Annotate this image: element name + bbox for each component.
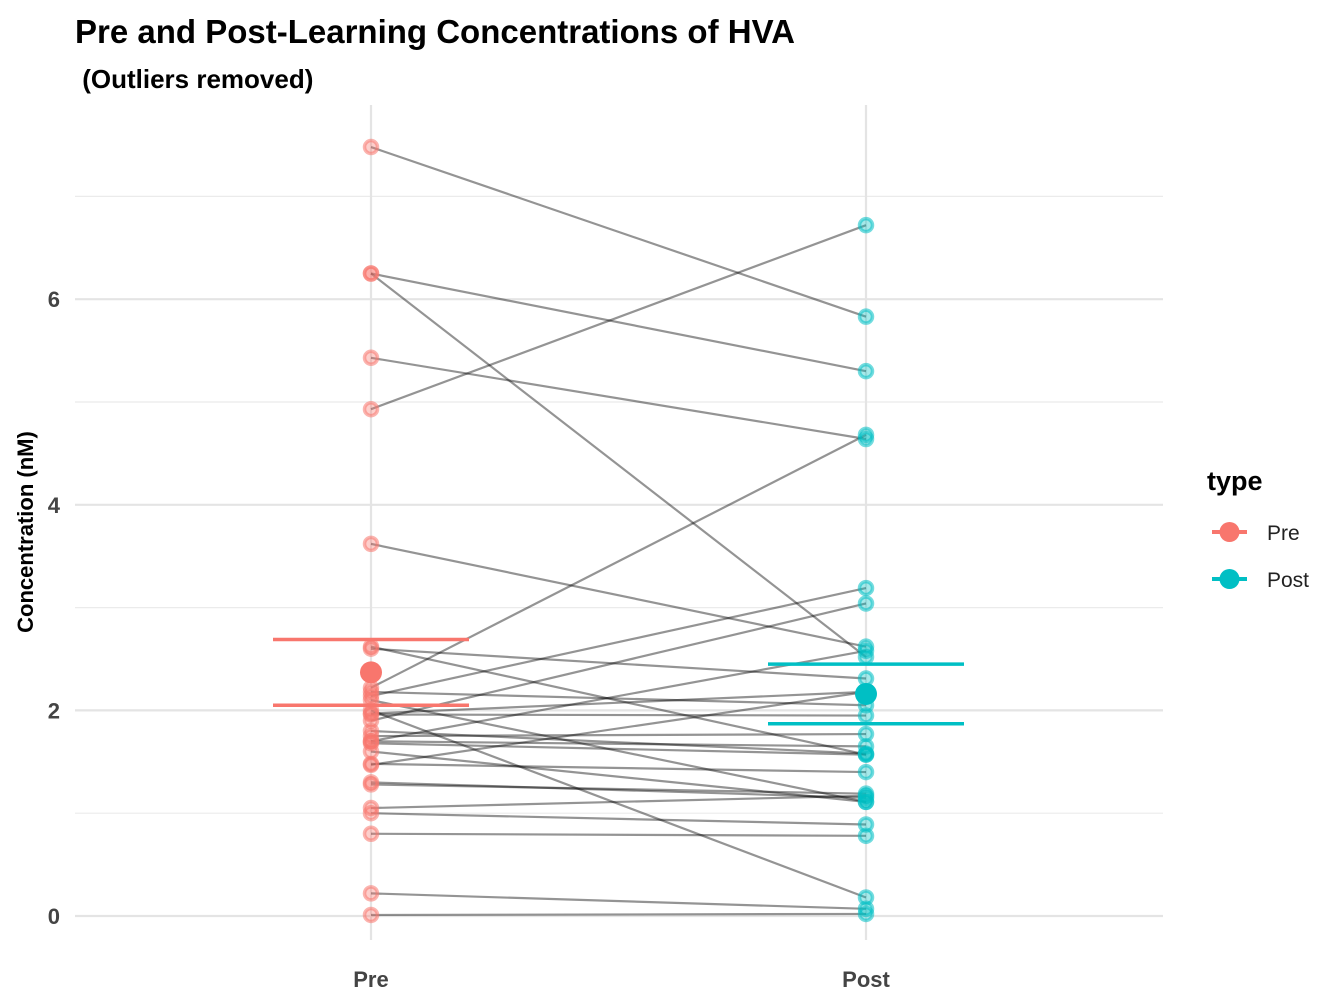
paired-line bbox=[370, 732, 867, 738]
paired-line bbox=[370, 781, 867, 799]
paired-line bbox=[370, 794, 867, 810]
pre-point bbox=[362, 400, 380, 418]
paired-line bbox=[370, 832, 867, 837]
pre-point bbox=[362, 756, 380, 774]
paired-line bbox=[370, 740, 867, 748]
paired-line bbox=[370, 690, 867, 766]
paired-line bbox=[370, 356, 867, 441]
paired-lines bbox=[370, 146, 867, 917]
post-point bbox=[857, 746, 875, 763]
post-point bbox=[857, 787, 875, 804]
post-point bbox=[857, 595, 875, 612]
post-point bbox=[857, 642, 875, 660]
mean-point bbox=[360, 661, 382, 684]
x-axis: Pre Post bbox=[353, 967, 890, 992]
paired-line bbox=[370, 783, 867, 795]
pre-point bbox=[362, 804, 380, 822]
data-points bbox=[362, 138, 875, 924]
pre-point bbox=[362, 638, 380, 655]
post-point bbox=[857, 426, 875, 444]
paired-line bbox=[370, 586, 867, 698]
paired-line bbox=[370, 699, 867, 803]
pre-point bbox=[362, 885, 380, 902]
paired-line bbox=[370, 272, 867, 658]
paired-line bbox=[370, 892, 867, 910]
post-point bbox=[857, 763, 875, 781]
y-tick-label: 0 bbox=[48, 904, 60, 929]
paired-line bbox=[370, 750, 867, 803]
paired-line bbox=[370, 742, 867, 756]
post-point bbox=[857, 579, 875, 597]
paired-line bbox=[370, 709, 867, 899]
grid bbox=[75, 105, 1163, 940]
pre-point bbox=[362, 776, 380, 793]
paired-line bbox=[370, 647, 867, 680]
chart-title: Pre and Post-Learning Concentrations of … bbox=[75, 13, 795, 50]
post-point bbox=[857, 827, 875, 845]
paired-line bbox=[370, 713, 867, 717]
paired-line bbox=[370, 812, 867, 826]
paired-line bbox=[370, 690, 867, 715]
legend: type Pre Post bbox=[1207, 466, 1309, 592]
legend-key-dot bbox=[1219, 522, 1240, 542]
post-point bbox=[857, 362, 875, 380]
chart-subtitle: (Outliers removed) bbox=[75, 64, 313, 94]
mean-point bbox=[855, 682, 877, 705]
paired-line bbox=[370, 729, 867, 755]
x-tick-label: Pre bbox=[353, 967, 388, 992]
legend-key-dot bbox=[1219, 569, 1240, 589]
post-point bbox=[857, 216, 875, 234]
paired-line bbox=[370, 433, 867, 689]
pre-point bbox=[362, 349, 380, 367]
legend-title: type bbox=[1207, 466, 1263, 496]
paired-line bbox=[370, 912, 867, 917]
pre-point bbox=[362, 265, 380, 282]
y-tick-label: 2 bbox=[48, 698, 60, 723]
y-tick-label: 4 bbox=[48, 493, 61, 518]
x-tick-label: Post bbox=[842, 967, 890, 992]
y-tick-label: 6 bbox=[48, 287, 60, 312]
post-point bbox=[857, 707, 875, 724]
pre-point bbox=[362, 138, 380, 156]
paired-line bbox=[370, 272, 867, 373]
paired-line bbox=[370, 645, 867, 756]
y-axis: 0 2 4 6 bbox=[48, 287, 61, 929]
summary-markers bbox=[273, 637, 964, 726]
pre-point bbox=[362, 825, 380, 843]
legend-label: Pre bbox=[1267, 522, 1300, 545]
legend-label: Post bbox=[1267, 569, 1309, 592]
paired-line bbox=[370, 602, 867, 722]
y-axis-label: Concentration (nM) bbox=[13, 431, 38, 633]
pre-point bbox=[362, 535, 380, 553]
post-point bbox=[857, 308, 875, 325]
paired-line bbox=[370, 146, 867, 318]
pre-point bbox=[362, 906, 380, 924]
paired-line bbox=[370, 762, 867, 774]
paired-line bbox=[370, 542, 867, 648]
post-point bbox=[857, 905, 875, 923]
paired-line bbox=[370, 224, 867, 411]
paired-line bbox=[370, 690, 867, 707]
